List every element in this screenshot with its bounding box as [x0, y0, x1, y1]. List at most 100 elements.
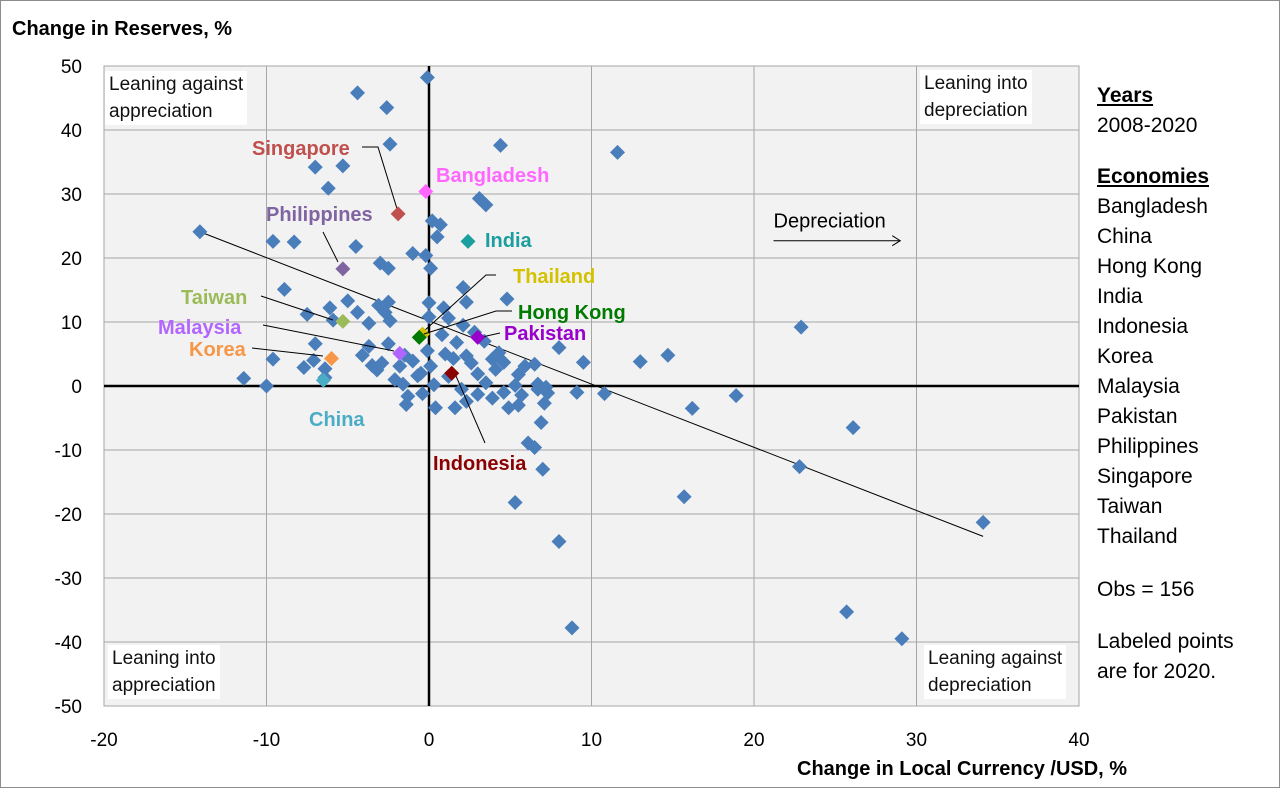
- point-label: Philippines: [266, 204, 373, 226]
- quadrant-note-line: depreciation: [928, 675, 1032, 696]
- data-point: [192, 224, 208, 240]
- data-point: [441, 310, 456, 326]
- data-point: [418, 247, 434, 263]
- economy-item: Indonesia: [1097, 315, 1189, 338]
- labeled-point: [390, 206, 406, 222]
- data-point: [488, 361, 504, 377]
- economies-list: Bangladesh China Hong Kong India Indonesia Ko…: [1097, 192, 1208, 552]
- trendline: [199, 231, 984, 537]
- data-point: [259, 378, 274, 394]
- data-point: [340, 293, 356, 309]
- data-point: [533, 414, 549, 430]
- data-point: [564, 620, 580, 636]
- x-tick-label: 10: [581, 730, 602, 751]
- data-point: [845, 420, 861, 436]
- quadrant-note-top-right: Leaning into depreciation: [920, 70, 1032, 124]
- economy-item: Bangladesh: [1097, 195, 1208, 218]
- data-point: [325, 312, 341, 328]
- data-point: [348, 238, 364, 254]
- data-point: [369, 362, 385, 378]
- data-point: [265, 351, 281, 367]
- data-point: [423, 260, 439, 276]
- labeled-point: [411, 329, 427, 345]
- y-tick-label: 50: [61, 57, 82, 78]
- labeled-point: [335, 313, 351, 329]
- data-point: [415, 386, 430, 402]
- data-point: [429, 229, 445, 245]
- data-point: [676, 489, 692, 505]
- data-point: [434, 327, 450, 343]
- x-tick-label: 30: [906, 730, 927, 751]
- point-label: Pakistan: [504, 323, 586, 345]
- data-point: [527, 356, 543, 372]
- y-tick-label: 10: [61, 313, 82, 334]
- leader-line: [260, 295, 334, 321]
- data-point: [317, 361, 333, 377]
- data-point: [413, 365, 429, 381]
- data-point: [975, 514, 991, 530]
- point-label: Bangladesh: [436, 165, 549, 187]
- data-point: [382, 313, 398, 329]
- data-point: [793, 319, 809, 335]
- economy-item: Hong Kong: [1097, 255, 1203, 278]
- point-label: Thailand: [513, 266, 595, 288]
- leader-line: [262, 324, 395, 352]
- data-point: [527, 439, 543, 455]
- labeled-point: [470, 329, 486, 345]
- leader-line: [423, 274, 496, 332]
- data-point: [421, 295, 437, 311]
- data-point: [419, 70, 435, 86]
- leader-line: [362, 146, 399, 213]
- labeled-point: [460, 233, 476, 249]
- data-point: [536, 395, 552, 411]
- point-label: Singapore: [252, 138, 350, 160]
- data-point: [361, 315, 377, 331]
- x-axis-title: Change in Local Currency /USD, %: [797, 758, 1128, 780]
- data-point: [392, 358, 408, 374]
- data-point: [551, 340, 567, 356]
- data-point: [395, 376, 411, 392]
- data-point: [507, 377, 523, 393]
- data-point: [478, 375, 494, 391]
- data-point: [320, 180, 336, 196]
- data-point: [507, 494, 523, 510]
- x-tick-label: -10: [253, 730, 280, 751]
- y-tick-label: -30: [55, 569, 82, 590]
- data-point: [307, 336, 323, 352]
- data-point: [436, 300, 452, 316]
- depreciation-label: Depreciation: [774, 211, 886, 233]
- y-tick-label: -20: [55, 505, 82, 526]
- economy-item: India: [1097, 285, 1143, 308]
- y-tick-label: 20: [61, 249, 82, 270]
- data-point: [458, 393, 474, 409]
- data-point: [265, 233, 281, 249]
- data-point: [496, 384, 512, 400]
- point-label: China: [309, 409, 365, 431]
- arrow-head: [891, 235, 902, 247]
- data-point: [458, 294, 474, 310]
- y-axis-title: Change in Reserves, %: [12, 18, 233, 40]
- data-point: [792, 459, 807, 475]
- quadrant-note-bottom-left: Leaning into appreciation: [108, 645, 220, 699]
- data-point: [496, 354, 512, 370]
- data-point: [535, 461, 551, 477]
- data-point: [437, 346, 453, 362]
- x-tick-label: 0: [424, 730, 435, 751]
- data-point: [484, 390, 500, 406]
- point-label: India: [485, 230, 533, 252]
- labeled-point: [315, 372, 331, 388]
- x-tick-label: 40: [1068, 730, 1089, 751]
- point-label: Malaysia: [158, 317, 242, 339]
- data-point: [335, 158, 351, 174]
- data-point: [432, 217, 448, 233]
- data-point: [728, 388, 744, 404]
- quadrant-note-line: Leaning into: [924, 73, 1028, 94]
- data-point: [632, 354, 648, 370]
- data-point: [350, 85, 365, 101]
- point-label: Hong Kong: [518, 302, 626, 324]
- data-point: [306, 352, 322, 368]
- data-point: [569, 384, 585, 400]
- economy-item: Malaysia: [1097, 375, 1180, 398]
- data-point: [400, 388, 416, 404]
